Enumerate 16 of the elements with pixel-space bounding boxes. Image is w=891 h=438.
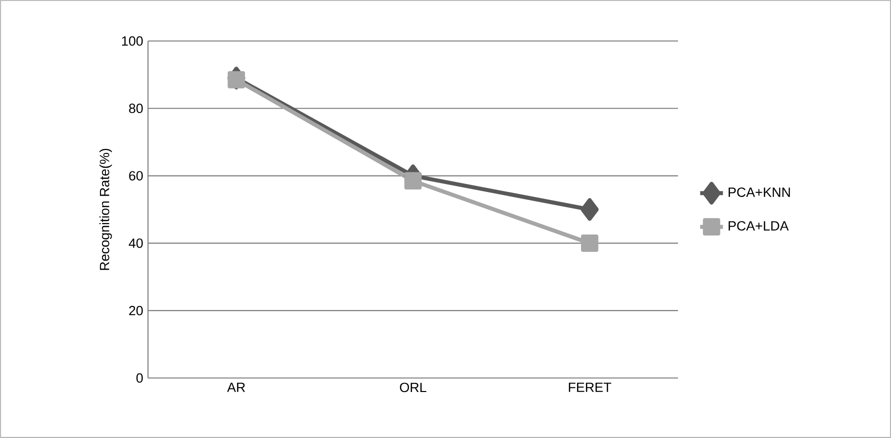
x-tick-label: AR xyxy=(227,382,245,392)
y-axis-title: Recognition Rate(%) xyxy=(99,148,112,270)
x-tick-label: ORL xyxy=(400,382,426,392)
point xyxy=(404,172,422,190)
x-tick-label: FERET xyxy=(568,382,612,392)
y-tick-label: 20 xyxy=(129,306,143,316)
y-tick-label: 60 xyxy=(129,171,143,181)
y-tick-label: 0 xyxy=(136,373,143,383)
point xyxy=(580,198,599,221)
point xyxy=(581,234,598,252)
y-tick-label: 40 xyxy=(128,238,143,248)
point xyxy=(228,71,246,88)
y-tick-label: 80 xyxy=(129,104,143,114)
y-tick-label: 100 xyxy=(122,36,143,46)
legend-label: PCA+LDA xyxy=(728,221,789,231)
legend-label: PCA+KNN xyxy=(728,188,790,197)
